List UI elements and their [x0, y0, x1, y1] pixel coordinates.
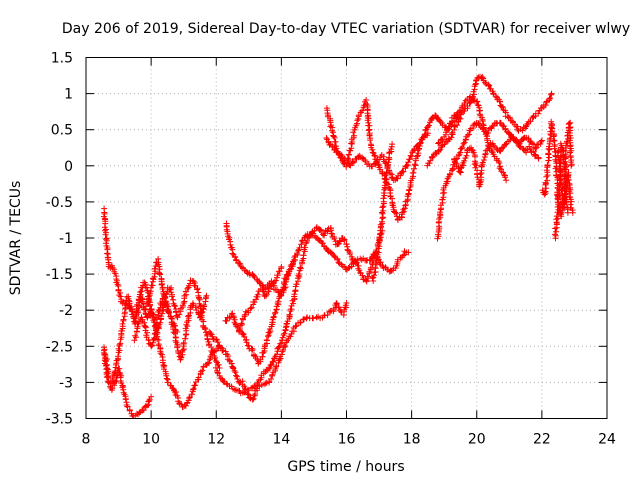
y-tick-label: 0 [64, 159, 73, 175]
data-point-markers [142, 255, 181, 335]
y-tick-label: -3 [59, 375, 73, 391]
y-tick-label: -1.5 [46, 267, 73, 283]
data-point-markers [451, 134, 542, 190]
y-tick-label: 0.5 [51, 123, 73, 139]
series-track-5 [206, 224, 386, 403]
series-track-15 [451, 134, 542, 190]
series-track-8 [222, 263, 285, 335]
data-point-markers [369, 141, 396, 284]
data-point-markers [323, 130, 431, 184]
y-tick-label: -0.5 [46, 195, 73, 211]
axis-ticks [85, 57, 608, 419]
data-point-markers [206, 224, 386, 403]
data-point-markers [435, 93, 510, 184]
y-tick-label: 1 [64, 87, 73, 103]
x-axis-label: GPS time / hours [287, 459, 404, 475]
y-tick-label: 1.5 [51, 51, 73, 67]
series-track-7 [239, 256, 298, 367]
series-track-16 [435, 93, 510, 184]
series-track-4 [142, 255, 181, 335]
data-markers [100, 73, 576, 419]
series-track-19 [552, 140, 571, 242]
data-point-markers [212, 300, 350, 397]
data-point-markers [222, 263, 285, 335]
series-track-13 [424, 73, 555, 169]
data-point-markers [239, 256, 298, 367]
x-tick-label: 16 [338, 432, 356, 448]
x-tick-label: 14 [272, 432, 290, 448]
series-track-12 [369, 141, 396, 284]
y-tick-label: -2 [59, 303, 73, 319]
y-tick-label: -2.5 [46, 339, 73, 355]
chart-title: Day 206 of 2019, Sidereal Day-to-day VTE… [62, 21, 630, 37]
y-tick-label: -3.5 [46, 412, 73, 428]
series-track-11 [323, 130, 431, 184]
x-tick-label: 12 [207, 432, 225, 448]
series-track-6 [223, 220, 412, 299]
data-point-markers [424, 73, 555, 169]
x-tick-label: 8 [82, 432, 91, 448]
data-point-markers [223, 220, 412, 299]
series-track-9 [212, 300, 350, 397]
x-tick-label: 18 [403, 432, 421, 448]
x-tick-labels: 8 10 12 14 16 18 20 22 24 [82, 432, 616, 448]
y-axis-label: SDTVAR / TECUs [8, 181, 24, 296]
x-tick-label: 10 [142, 432, 160, 448]
y-tick-labels: -3.5 -3 -2.5 -2 -1.5 -1 -0.5 0 0.5 1 1.5 [46, 51, 73, 428]
series-track-2 [101, 351, 155, 419]
x-tick-label: 22 [533, 432, 551, 448]
data-point-markers [101, 351, 155, 419]
data-point-markers [552, 140, 571, 242]
x-tick-label: 24 [598, 432, 616, 448]
y-tick-label: -1 [59, 231, 73, 247]
x-tick-label: 20 [468, 432, 486, 448]
